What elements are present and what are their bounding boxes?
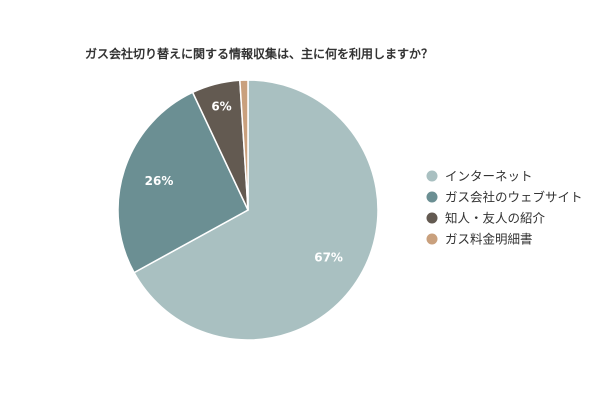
chart-title: ガス会社切り替えに関する情報収集は、主に何を利用しますか？ [85,46,433,61]
pie-slice-labels: 67% 26% 6% [145,100,343,265]
legend-label-2: ガス会社のウェブサイト [445,190,583,205]
legend-label-4: ガス料金明細書 [445,232,533,247]
pie-slice-4 [239,79,249,211]
slice-label-2: 26% [145,174,174,188]
pie-slice-1 [133,79,379,341]
slice-label-1: 67% [314,251,343,265]
legend-label-3: 知人・友人の紹介 [445,211,546,226]
legend-marker-4 [426,233,438,245]
pie-slice-2 [117,91,249,274]
slice-label-3: 6% [211,100,231,114]
legend-label-1: インターネット [445,169,533,184]
legend-marker-2 [426,191,438,203]
legend-marker-1 [426,170,438,182]
pie-slices [117,79,379,341]
legend-marker-3 [426,212,438,224]
